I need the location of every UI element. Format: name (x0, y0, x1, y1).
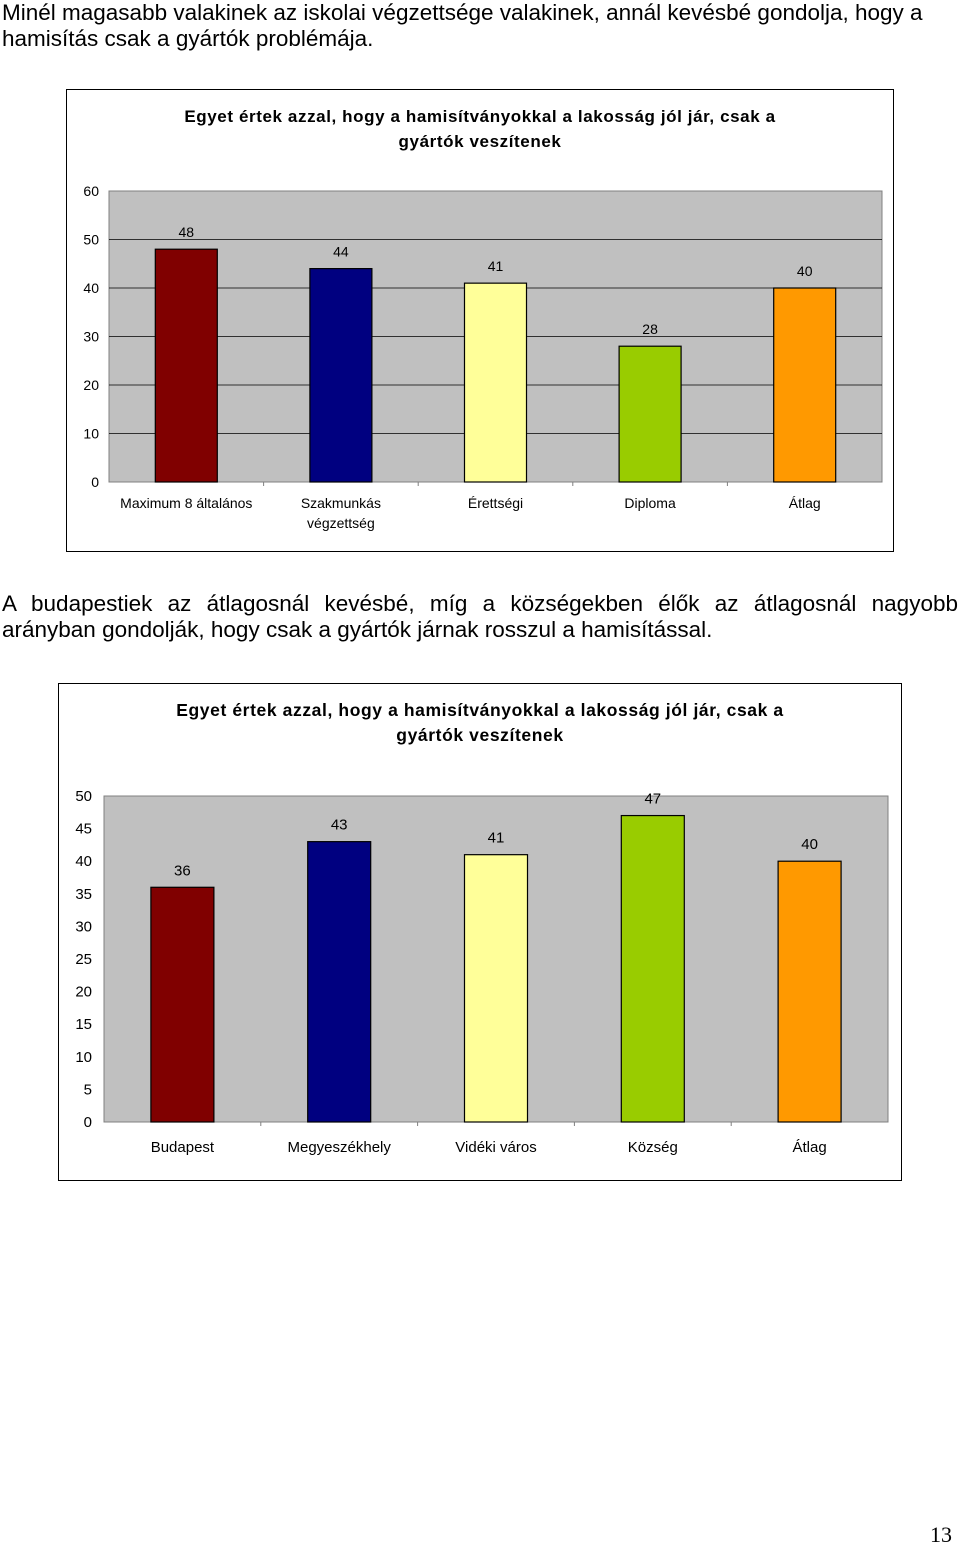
page-number: 13 (930, 1522, 952, 1547)
bar (463, 282, 528, 483)
category-label: Vidéki város (455, 1139, 536, 1156)
y-tick-label: 5 (84, 1081, 92, 1098)
y-tick-label: 10 (75, 1049, 92, 1066)
y-tick-label: 50 (83, 232, 99, 248)
y-tick-label: 15 (75, 1016, 92, 1033)
bar (150, 886, 215, 1123)
y-tick-label: 0 (84, 1114, 92, 1131)
data-label: 47 (644, 791, 661, 808)
y-tick-label: 20 (83, 377, 99, 393)
y-tick-label: 40 (83, 280, 99, 296)
chart-plot: 0 5 10 15 20 25 30 35 40 45 50 36 Budapest 43 Megyeszé… (75, 788, 889, 1156)
data-label: 40 (797, 263, 813, 279)
y-tick-label: 40 (75, 853, 92, 870)
data-label: 41 (488, 258, 504, 274)
category-label: Budapest (151, 1139, 215, 1156)
data-label: 36 (174, 862, 191, 879)
bar (773, 287, 837, 483)
data-label: 44 (333, 244, 349, 260)
data-label: 40 (801, 836, 818, 853)
category-label: Átlag (792, 1139, 826, 1156)
y-tick-label: 30 (83, 329, 99, 345)
y-tick-label: 35 (75, 886, 92, 903)
bar (618, 345, 682, 483)
chart-title: Egyet értek azzal, hogy a hamisítványokk… (176, 700, 784, 745)
chart-plot: 0 10 20 30 40 50 60 48 Maximum 8 általános 44 Szak… (83, 183, 883, 531)
category-label: Megyeszékhely (288, 1139, 392, 1156)
category-label: Maximum 8 általános (120, 495, 252, 511)
bar (463, 854, 529, 1123)
bar (154, 248, 218, 483)
data-label: 28 (642, 321, 658, 337)
category-label: Község (628, 1139, 678, 1156)
y-tick-label: 50 (75, 788, 92, 805)
chart-title: Egyet értek azzal, hogy a hamisítványokk… (184, 107, 776, 151)
category-label: Szakmunkás végzettség (301, 495, 381, 531)
data-label: 41 (488, 830, 505, 847)
settlement-paragraph: A budapestiek az átlagosnál kevésbé, míg… (2, 591, 958, 642)
y-tick-label: 20 (75, 984, 92, 1001)
chart-settlement: Egyet értek azzal, hogy a hamisítványokk… (58, 683, 902, 1181)
category-label: Átlag (789, 495, 821, 511)
data-label: 43 (331, 817, 348, 834)
category-label: Érettségi (468, 495, 523, 511)
bar (777, 860, 842, 1123)
y-tick-label: 0 (91, 474, 99, 490)
y-tick-label: 30 (75, 918, 92, 935)
y-tick-label: 10 (83, 426, 99, 442)
category-label: Diploma (624, 495, 676, 511)
bar (307, 841, 372, 1123)
y-tick-label: 60 (83, 183, 99, 199)
y-tick-label: 45 (75, 821, 92, 838)
bar (620, 814, 685, 1123)
data-label: 48 (179, 224, 195, 240)
intro-paragraph: Minél magasabb valakinek az iskolai végz… (2, 0, 923, 51)
y-tick-label: 25 (75, 951, 92, 968)
bar (309, 268, 373, 483)
chart-education: Egyet értek azzal, hogy a hamisítványokk… (66, 89, 894, 552)
